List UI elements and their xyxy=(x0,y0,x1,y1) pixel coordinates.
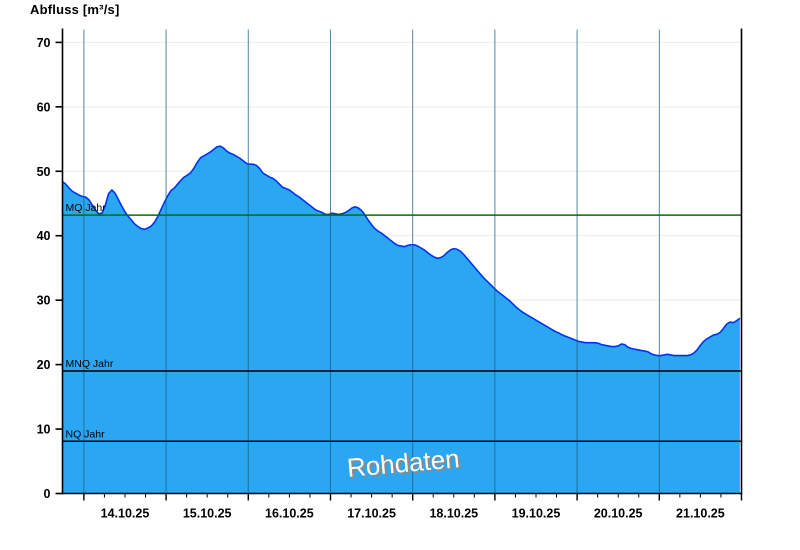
x-axis-label-2: 16.10.25 xyxy=(265,507,314,521)
reference-line-label-1: MNQ Jahr xyxy=(66,358,114,370)
x-axis-label-6: 20.10.25 xyxy=(594,507,643,521)
x-axis-label-0: 14.10.25 xyxy=(101,507,150,521)
y-tick-label-2: 20 xyxy=(37,358,51,372)
y-tick-label-3: 30 xyxy=(37,294,51,308)
reference-line-label-2: NQ Jahr xyxy=(66,428,106,440)
x-axis-label-1: 15.10.25 xyxy=(183,507,232,521)
x-axis-label-7: 21.10.25 xyxy=(676,507,725,521)
series-group xyxy=(62,145,741,494)
y-tick-label-6: 60 xyxy=(37,100,51,114)
reference-line-label-0: MQ Jahr xyxy=(66,202,107,214)
discharge-area-fill xyxy=(62,146,740,494)
y-tick-label-0: 0 xyxy=(44,487,51,501)
y-tick-label-4: 40 xyxy=(37,229,51,243)
x-axis-label-5: 19.10.25 xyxy=(512,507,561,521)
x-axis-label-3: 17.10.25 xyxy=(347,507,396,521)
y-tick-label-7: 70 xyxy=(37,36,51,50)
chart-title: Abfluss [m³/s] xyxy=(30,2,120,17)
y-tick-label-1: 10 xyxy=(37,423,51,437)
x-axis-label-4: 18.10.25 xyxy=(429,507,478,521)
discharge-line xyxy=(62,145,741,357)
y-tick-label-5: 50 xyxy=(37,165,51,179)
